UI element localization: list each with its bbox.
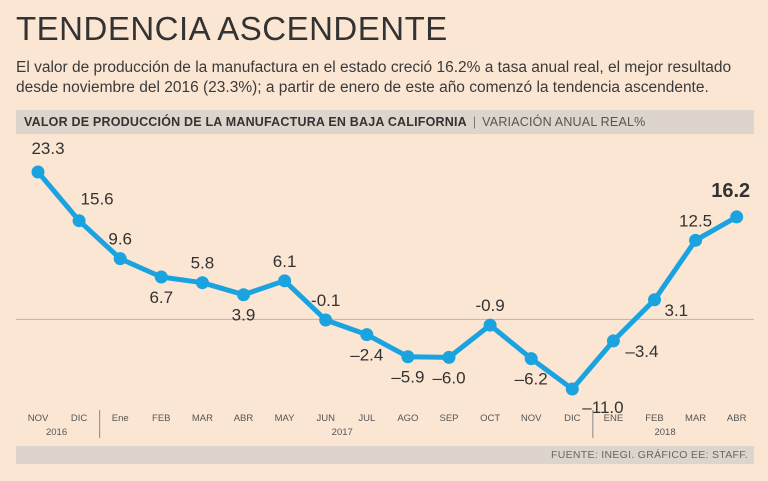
- data-point: [278, 274, 292, 288]
- data-point: [72, 214, 86, 228]
- data-label: 9.6: [108, 230, 132, 249]
- x-tick-label: ABR: [234, 413, 254, 424]
- data-point: [319, 313, 333, 327]
- data-point: [730, 210, 744, 224]
- x-tick-label: ABR: [727, 413, 747, 424]
- x-tick-label: DIC: [71, 413, 88, 424]
- data-point: [442, 350, 456, 364]
- data-point: [154, 270, 168, 284]
- data-point: [648, 293, 661, 307]
- chart-header-separator: |: [472, 115, 477, 129]
- data-point: [195, 276, 209, 290]
- data-label: 3.9: [232, 306, 256, 325]
- x-tick-label: MAY: [275, 413, 296, 424]
- data-point: [237, 288, 250, 302]
- x-tick-label: AGO: [397, 413, 418, 424]
- x-tick-label: MAR: [685, 413, 706, 424]
- x-tick-label: SEP: [439, 413, 458, 424]
- data-point: [31, 165, 45, 179]
- x-tick-label: DIC: [564, 413, 581, 424]
- data-point: [113, 252, 127, 266]
- data-label: –3.4: [625, 342, 658, 361]
- data-label: -0.9: [475, 296, 504, 315]
- source-footer: FUENTE: INEGI. GRÁFICO EE: STAFF.: [16, 446, 754, 464]
- data-label: 15.6: [81, 190, 114, 209]
- data-label: 16.2: [711, 180, 750, 202]
- data-point: [524, 352, 538, 366]
- x-tick-label: ENE: [604, 413, 624, 424]
- data-label: 12.5: [679, 211, 712, 230]
- data-point: [606, 334, 620, 348]
- data-label: 6.7: [149, 288, 173, 307]
- data-label: –6.2: [515, 370, 548, 389]
- source-text: FUENTE: INEGI. GRÁFICO EE: STAFF.: [551, 449, 748, 461]
- page-subtitle: El valor de producción de la manufactura…: [16, 59, 732, 96]
- data-label: 23.3: [31, 139, 64, 158]
- x-tick-label: FEB: [645, 413, 663, 424]
- data-point: [483, 318, 497, 332]
- x-tick-label: FEB: [152, 413, 170, 424]
- x-tick-label: MAR: [192, 413, 213, 424]
- data-label: -0.1: [311, 291, 340, 310]
- data-label: 6.1: [273, 252, 297, 271]
- x-tick-label: OCT: [480, 413, 500, 424]
- chart-units-label: VARIACIÓN ANUAL REAL%: [482, 115, 646, 129]
- series-line: [35, 169, 740, 392]
- page-title: TENDENCIA ASCENDENTE: [16, 10, 448, 47]
- chart-title: VALOR DE PRODUCCIÓN DE LA MANUFACTURA EN…: [24, 115, 467, 129]
- x-tick-label: Ene: [112, 413, 129, 424]
- chart-header-bar: VALOR DE PRODUCCIÓN DE LA MANUFACTURA EN…: [16, 110, 754, 134]
- x-tick-label: NOV: [521, 413, 542, 424]
- data-point: [401, 350, 415, 364]
- data-label: 5.8: [191, 254, 215, 273]
- data-label: –5.9: [391, 368, 424, 387]
- x-tick-label: JUL: [358, 413, 375, 424]
- data-label: –6.0: [432, 368, 465, 387]
- data-label: 3.1: [665, 301, 689, 320]
- data-point: [689, 233, 703, 247]
- x-tick-label: JUN: [316, 413, 335, 424]
- data-point: [360, 328, 374, 342]
- data-point: [565, 382, 579, 396]
- x-tick-label: NOV: [28, 413, 49, 424]
- year-label: 2016: [46, 427, 67, 438]
- year-label: 2017: [332, 427, 353, 438]
- year-label: 2018: [654, 427, 675, 438]
- data-label: –2.4: [350, 346, 383, 365]
